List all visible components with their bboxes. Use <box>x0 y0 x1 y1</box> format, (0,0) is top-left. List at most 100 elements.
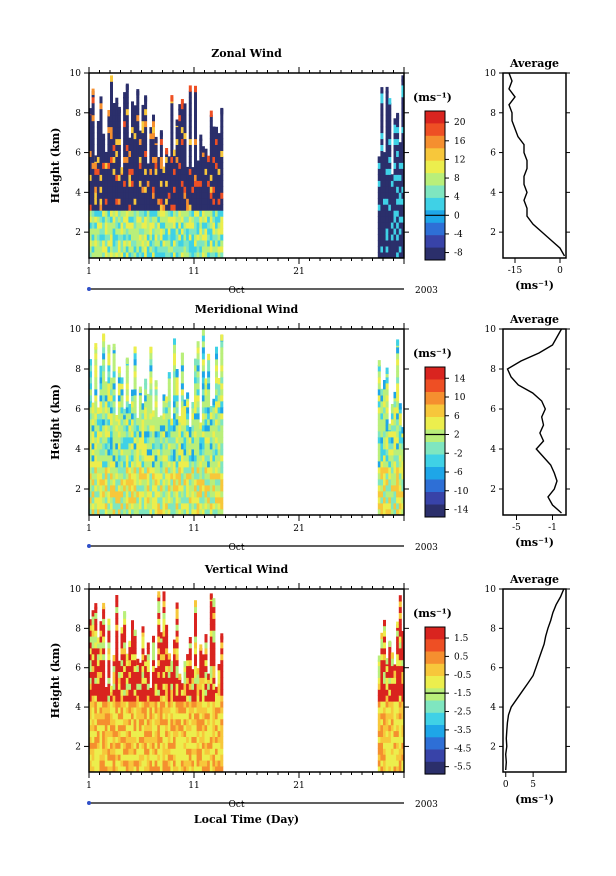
heatmap-cell <box>146 742 150 749</box>
heatmap-cell <box>138 144 142 151</box>
heatmap-cell <box>141 403 145 410</box>
heatmap-cell <box>125 467 129 474</box>
heatmap-cell <box>136 156 140 163</box>
heatmap-cell <box>102 730 106 737</box>
heatmap-cell <box>183 748 187 755</box>
heatmap-cell <box>167 156 171 163</box>
heatmap-cell <box>159 156 163 163</box>
heatmap-cell <box>91 407 95 414</box>
heatmap-cell <box>141 246 145 253</box>
heatmap-cell <box>173 156 176 163</box>
heatmap-cell <box>152 653 155 661</box>
heatmap-cell <box>393 485 397 492</box>
heatmap-cell <box>131 425 134 432</box>
heatmap-cell <box>220 503 224 510</box>
heatmap-cell <box>133 760 137 767</box>
heatmap-cell <box>201 654 205 661</box>
heatmap-cell <box>154 150 158 157</box>
heatmap-cell <box>380 108 384 116</box>
heatmap-cell <box>175 736 179 743</box>
heatmap-cell <box>380 228 384 235</box>
heatmap-cell <box>128 509 132 516</box>
heatmap-cell <box>123 630 127 637</box>
heatmap-cell <box>396 168 400 175</box>
heatmap-cell <box>120 718 124 726</box>
heatmap-cell <box>215 467 218 474</box>
heatmap-cell <box>212 425 216 432</box>
heatmap-cell <box>131 455 134 462</box>
heatmap-cell <box>393 701 397 708</box>
heatmap-cell <box>159 246 163 253</box>
heatmap-cell <box>398 443 402 450</box>
heatmap-cell <box>390 419 394 426</box>
heatmap-cell <box>215 150 218 157</box>
heatmap-cell <box>117 240 121 247</box>
heatmap-cell <box>396 240 400 247</box>
heatmap-cell <box>144 437 148 444</box>
heatmap-cell <box>91 610 95 617</box>
colorbar-swatch <box>425 688 445 702</box>
heatmap-cell <box>388 132 392 140</box>
heatmap-cell <box>138 503 142 510</box>
heatmap-cell <box>89 760 92 767</box>
heatmap-cell <box>212 246 216 253</box>
heatmap-cell <box>123 455 127 462</box>
heatmap-cell <box>89 455 92 462</box>
heatmap-cells <box>89 75 405 259</box>
heatmap-cell <box>120 216 124 223</box>
heatmap-cell <box>138 455 142 462</box>
heatmap-cell <box>115 509 119 516</box>
heatmap-cell <box>144 461 148 468</box>
heatmap-cell <box>89 389 92 396</box>
heatmap-cell <box>217 754 221 761</box>
heatmap-cell <box>188 497 192 504</box>
heatmap-cell <box>141 198 145 205</box>
heatmap-cell <box>107 114 111 122</box>
heatmap-cell <box>212 754 216 761</box>
heatmap-cell <box>149 742 153 749</box>
y-tick-label: 4 <box>75 188 81 198</box>
heatmap-cell <box>204 695 208 702</box>
heatmap-cell <box>220 736 224 743</box>
heatmap-cell <box>165 425 169 432</box>
heatmap-cell <box>212 497 216 504</box>
heatmap-cell <box>146 168 150 175</box>
heatmap-cell <box>383 395 386 402</box>
heatmap-cell <box>91 126 95 134</box>
heatmap-cell <box>133 629 137 636</box>
heatmap-cell <box>204 431 208 438</box>
colorbar-swatch <box>425 663 445 677</box>
heatmap-cell <box>383 619 386 627</box>
heatmap-cell <box>159 228 163 235</box>
heatmap-cell <box>191 407 195 414</box>
heatmap-cell <box>165 186 169 193</box>
heatmap-cell <box>102 234 106 241</box>
heatmap-cell <box>138 210 142 217</box>
heatmap-cell <box>220 126 224 134</box>
heatmap-cell <box>115 437 119 444</box>
heatmap-cell <box>99 689 103 696</box>
heatmap-cell <box>183 150 187 157</box>
heatmap-cell <box>107 413 111 420</box>
heatmap-cell <box>128 467 132 474</box>
heatmap-cell <box>220 724 224 732</box>
heatmap-cell <box>102 377 106 384</box>
heatmap-cell <box>196 443 200 450</box>
y-tick-label: 4 <box>75 703 81 713</box>
heatmap-cell <box>380 730 384 737</box>
heatmap-cell <box>162 591 166 598</box>
heatmap-cell <box>167 485 171 492</box>
heatmap-cell <box>128 419 132 426</box>
heatmap-cell <box>209 718 213 726</box>
heatmap-cell <box>159 689 163 696</box>
heatmap-cell <box>215 156 218 163</box>
heatmap-cell <box>152 120 155 128</box>
heatmap-cell <box>91 648 95 655</box>
heatmap-cell <box>99 760 103 767</box>
heatmap-cell <box>385 695 389 702</box>
y-tick-label: 8 <box>75 109 81 119</box>
heatmap-cell <box>154 667 158 675</box>
heatmap-cell <box>117 132 121 140</box>
heatmap-cell <box>390 707 394 714</box>
heatmap-cell <box>162 718 166 726</box>
